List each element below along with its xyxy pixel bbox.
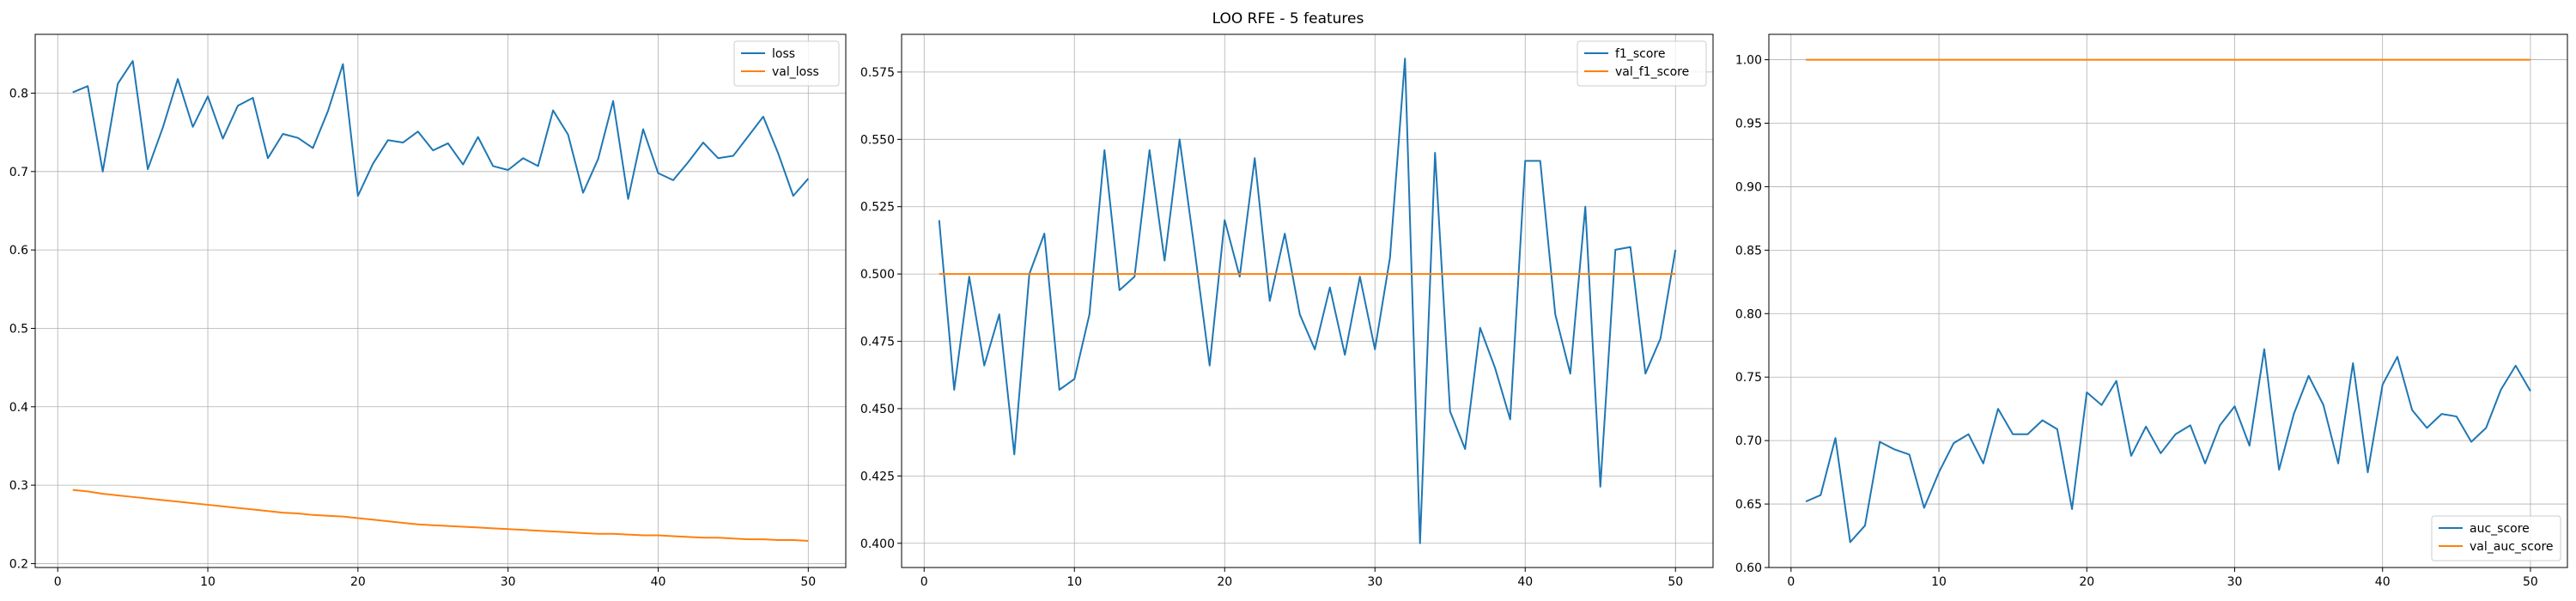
y-tick-label: 0.550: [860, 133, 895, 147]
y-tick-label: 0.6: [9, 244, 28, 258]
legend-label-val-f1-score: val_f1_score: [1615, 65, 1689, 79]
y-tick-label: 0.90: [1735, 180, 1762, 194]
y-tick-label: 0.5: [9, 322, 28, 336]
x-tick-label: 50: [2523, 575, 2538, 589]
series-line-f1-score: [938, 58, 1677, 544]
x-tick-label: 10: [200, 575, 216, 589]
x-tick-label: 0: [1787, 575, 1795, 589]
x-tick-label: 40: [651, 575, 666, 589]
x-tick-label: 0: [54, 575, 62, 589]
x-tick-label: 30: [2227, 575, 2243, 589]
y-tick-label: 0.60: [1735, 562, 1762, 575]
x-tick-label: 20: [2079, 575, 2094, 589]
legend: f1_score val_f1_score: [1577, 40, 1707, 87]
y-tick-label: 0.4: [9, 401, 28, 415]
legend-label-auc-score: auc_score: [2470, 522, 2530, 536]
y-tick-label: 0.7: [9, 166, 28, 179]
legend: loss val_loss: [733, 40, 840, 87]
y-tick-label: 0.85: [1735, 244, 1762, 258]
x-tick-label: 50: [800, 575, 816, 589]
chart-panel-f1-score: 0 10 20 30 40 50 0.400 0.425 0.450 0.475 0.500 0.52…: [860, 33, 1714, 589]
y-tick-label: 0.525: [860, 201, 895, 215]
legend-label-val-loss: val_loss: [772, 65, 819, 79]
y-tick-label: 0.475: [860, 336, 895, 349]
legend-frame: [1577, 40, 1707, 87]
legend-frame: [2431, 515, 2561, 562]
series-line-auc-score: [1805, 348, 2531, 543]
x-tick-label: 50: [1668, 575, 1683, 589]
x-tick-label: 40: [1517, 575, 1533, 589]
plot-frame: [901, 33, 1714, 568]
y-tick-label: 0.450: [860, 403, 895, 416]
x-tick-label: 10: [1931, 575, 1947, 589]
x-tick-label: 20: [350, 575, 366, 589]
y-tick-label: 0.2: [9, 557, 28, 571]
x-tick-label: 0: [920, 575, 928, 589]
y-tick-label: 0.400: [860, 537, 895, 551]
y-tick-label: 0.425: [860, 470, 895, 483]
y-tick-label: 1.00: [1735, 54, 1762, 68]
x-tick-label: 40: [2375, 575, 2391, 589]
plot-frame: [1768, 33, 2568, 568]
series-line-val-loss: [72, 489, 809, 542]
x-tick-label: 10: [1066, 575, 1082, 589]
legend: auc_score val_auc_score: [2431, 515, 2561, 562]
y-tick-label: 0.8: [9, 87, 28, 100]
y-tick-label: 0.80: [1735, 307, 1762, 321]
plot-frame: [34, 33, 847, 568]
y-tick-label: 0.65: [1735, 498, 1762, 512]
y-tick-label: 0.500: [860, 268, 895, 282]
x-tick-label: 20: [1217, 575, 1232, 589]
figure-title: LOO RFE - 5 features: [1212, 10, 1364, 27]
x-tick-label: 30: [501, 575, 516, 589]
chart-panel-auc-score: 0 10 20 30 40 50 0.60 0.65 0.70 0.75 0.80 0.85 0.90 0…: [1735, 33, 2568, 589]
x-tick-label: 30: [1367, 575, 1382, 589]
legend-label-f1-score: f1_score: [1615, 47, 1665, 61]
series-line-loss: [72, 60, 810, 200]
legend-label-val-auc-score: val_auc_score: [2470, 540, 2554, 554]
y-tick-label: 0.70: [1735, 434, 1762, 448]
y-tick-label: 0.95: [1735, 118, 1762, 131]
chart-panel-loss: 0 10 20 30 40 50 0.2 0.3 0.4 0.5 0.6 0.7 0.8 loss val_…: [9, 33, 847, 589]
legend-label-loss: loss: [772, 47, 795, 61]
y-tick-label: 0.575: [860, 66, 895, 80]
y-tick-label: 0.75: [1735, 371, 1762, 385]
y-tick-label: 0.3: [9, 479, 28, 493]
